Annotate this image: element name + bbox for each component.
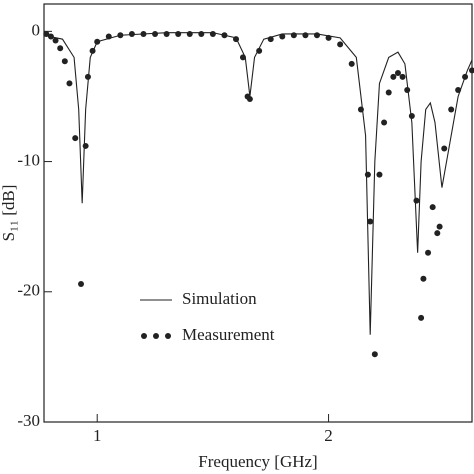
measurement-point: [371, 351, 378, 358]
measurement-point: [82, 142, 89, 149]
measurement-point: [385, 89, 392, 96]
y-tick-label: -10: [17, 150, 40, 169]
measurement-point: [469, 67, 474, 74]
legend-marker: [141, 333, 147, 339]
measurement-point: [66, 80, 73, 87]
measurement-point: [420, 275, 427, 282]
measurement-point: [408, 112, 415, 119]
measurement-point: [256, 47, 263, 54]
measurement-point: [462, 73, 469, 80]
measurement-point: [348, 60, 355, 67]
measurement-point: [89, 47, 96, 54]
measurement-point: [441, 145, 448, 152]
measurement-point: [186, 30, 193, 37]
measurement-point: [413, 197, 420, 204]
measurement-point: [267, 36, 274, 43]
measurement-point: [399, 73, 406, 80]
measurement-point: [52, 37, 59, 44]
measurement-point: [376, 171, 383, 178]
measurement-point: [105, 33, 112, 40]
measurement-point: [239, 54, 246, 61]
simulation-line: [43, 32, 473, 335]
legend-label: Simulation: [182, 289, 257, 308]
y-tick-label: -30: [17, 411, 40, 430]
plot-frame: [43, 3, 473, 423]
measurement-point: [325, 34, 332, 41]
measurement-point: [84, 73, 91, 80]
measurement-point: [117, 32, 124, 39]
measurement-point: [47, 33, 54, 40]
measurement-point: [175, 30, 182, 37]
measurement-point: [381, 119, 388, 126]
measurement-point: [78, 280, 85, 287]
measurement-point: [279, 33, 286, 40]
measurement-point: [128, 30, 135, 37]
measurement-point: [313, 32, 320, 39]
measurement-point: [72, 135, 79, 142]
measurement-point: [140, 30, 147, 37]
measurement-point: [43, 30, 50, 37]
legend-marker: [153, 333, 159, 339]
measurement-point: [357, 106, 364, 113]
x-tick-label: 1: [93, 426, 102, 445]
measurement-point: [152, 30, 159, 37]
measurement-point: [302, 32, 309, 39]
measurement-point: [418, 314, 425, 321]
measurement-point: [436, 223, 443, 230]
measurement-point: [163, 30, 170, 37]
y-tick-label: 0: [32, 20, 41, 39]
legend-marker: [165, 333, 171, 339]
measurement-point: [209, 30, 216, 37]
measurement-point: [337, 41, 344, 48]
measurement-point: [404, 86, 411, 93]
measurement-point: [246, 96, 253, 103]
measurement-point: [390, 73, 397, 80]
measurement-point: [290, 32, 297, 39]
legend-label: Measurement: [182, 325, 275, 344]
measurement-point: [94, 38, 101, 45]
y-tick-label: -20: [17, 281, 40, 300]
measurement-point: [233, 36, 240, 43]
y-axis-label: S₁₁ [dB]: [0, 185, 18, 242]
measurement-point: [198, 30, 205, 37]
measurement-point: [455, 86, 462, 93]
x-tick-label: 2: [324, 426, 333, 445]
measurement-point: [394, 70, 401, 77]
measurement-point: [448, 106, 455, 113]
x-axis-label: Frequency [GHz]: [198, 452, 317, 471]
measurement-point: [57, 45, 64, 52]
measurement-point: [61, 58, 68, 65]
measurement-point: [434, 230, 441, 237]
measurement-point: [221, 32, 228, 39]
measurement-point: [364, 171, 371, 178]
measurement-point: [429, 204, 436, 211]
measurement-point: [425, 249, 432, 256]
measurement-point: [367, 218, 374, 225]
